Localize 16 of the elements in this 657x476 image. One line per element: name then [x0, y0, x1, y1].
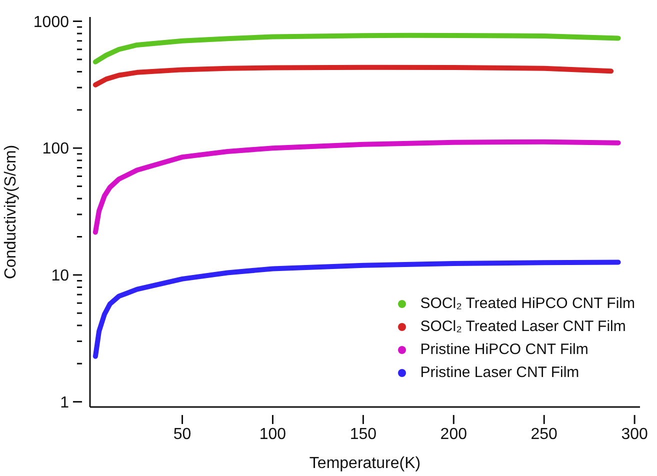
legend-label: SOCl₂ Treated Laser CNT Film: [420, 317, 626, 337]
y-tick-label: 10: [51, 268, 70, 285]
x-axis-title: Temperature(K): [309, 455, 421, 472]
y-tick-label: 1: [60, 394, 70, 412]
x-tick-label: 300: [621, 426, 648, 443]
x-tick-label: 50: [173, 426, 192, 443]
x-tick-label: 150: [350, 426, 377, 443]
y-axis-title: Conductivity(S/cm): [2, 144, 20, 280]
legend-label: SOCl₂ Treated HiPCO CNT Film: [420, 294, 635, 314]
x-tick-label: 200: [440, 426, 468, 443]
x-tick-label: 250: [530, 426, 558, 443]
x-tick-label: 100: [259, 426, 286, 443]
legend-label: Pristine HiPCO CNT Film: [420, 340, 588, 360]
legend-label: Pristine Laser CNT Film: [420, 363, 580, 383]
y-tick-label: 1000: [33, 14, 70, 31]
y-tick-label: 100: [42, 140, 70, 158]
